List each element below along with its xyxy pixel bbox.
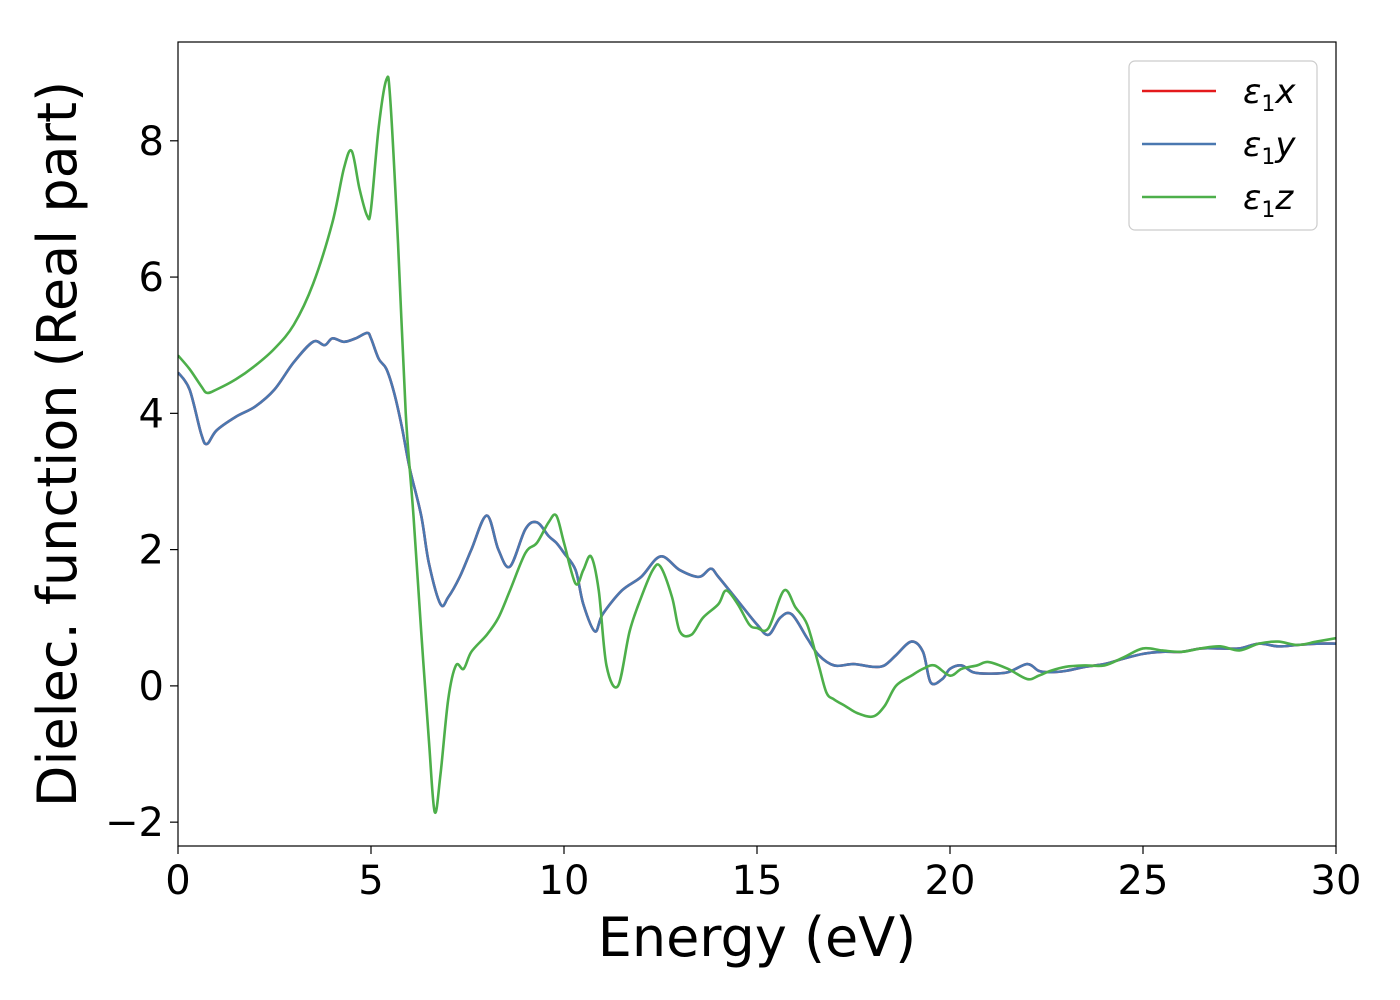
y-axis-label: Dielec. function (Real part)	[26, 81, 89, 807]
x-tick-label: 0	[165, 858, 190, 904]
legend: ε1x ε1y ε1z	[1128, 60, 1318, 231]
legend-box	[1128, 60, 1318, 231]
series-layer	[178, 75, 1336, 815]
x-tick-label: 10	[539, 858, 590, 904]
x-tick-label: 5	[358, 858, 383, 904]
legend-label-x: ε1x	[1243, 72, 1296, 117]
y-tick-label: 0	[139, 664, 164, 710]
y-tick-label: 2	[139, 528, 164, 574]
series-line-y	[178, 331, 1336, 686]
x-axis-label: Energy (eV)	[598, 906, 917, 969]
y-tick-label: 6	[139, 255, 164, 301]
x-tick-label: 15	[732, 858, 783, 904]
legend-label-z: ε1z	[1243, 178, 1294, 223]
legend-label-y: ε1y	[1243, 125, 1296, 170]
series-line-x	[178, 331, 1336, 686]
series-line-z	[178, 75, 1336, 815]
y-tick-label: −2	[105, 800, 164, 846]
y-tick-label: 8	[139, 119, 164, 165]
x-tick-label: 20	[925, 858, 976, 904]
x-tick-label: 30	[1311, 858, 1362, 904]
x-tick-label: 25	[1118, 858, 1169, 904]
x-axis: 0 5 10 15 20 25 30	[165, 846, 1361, 904]
y-tick-label: 4	[139, 391, 164, 437]
y-axis: −2 0 2 4 6 8	[105, 119, 178, 846]
